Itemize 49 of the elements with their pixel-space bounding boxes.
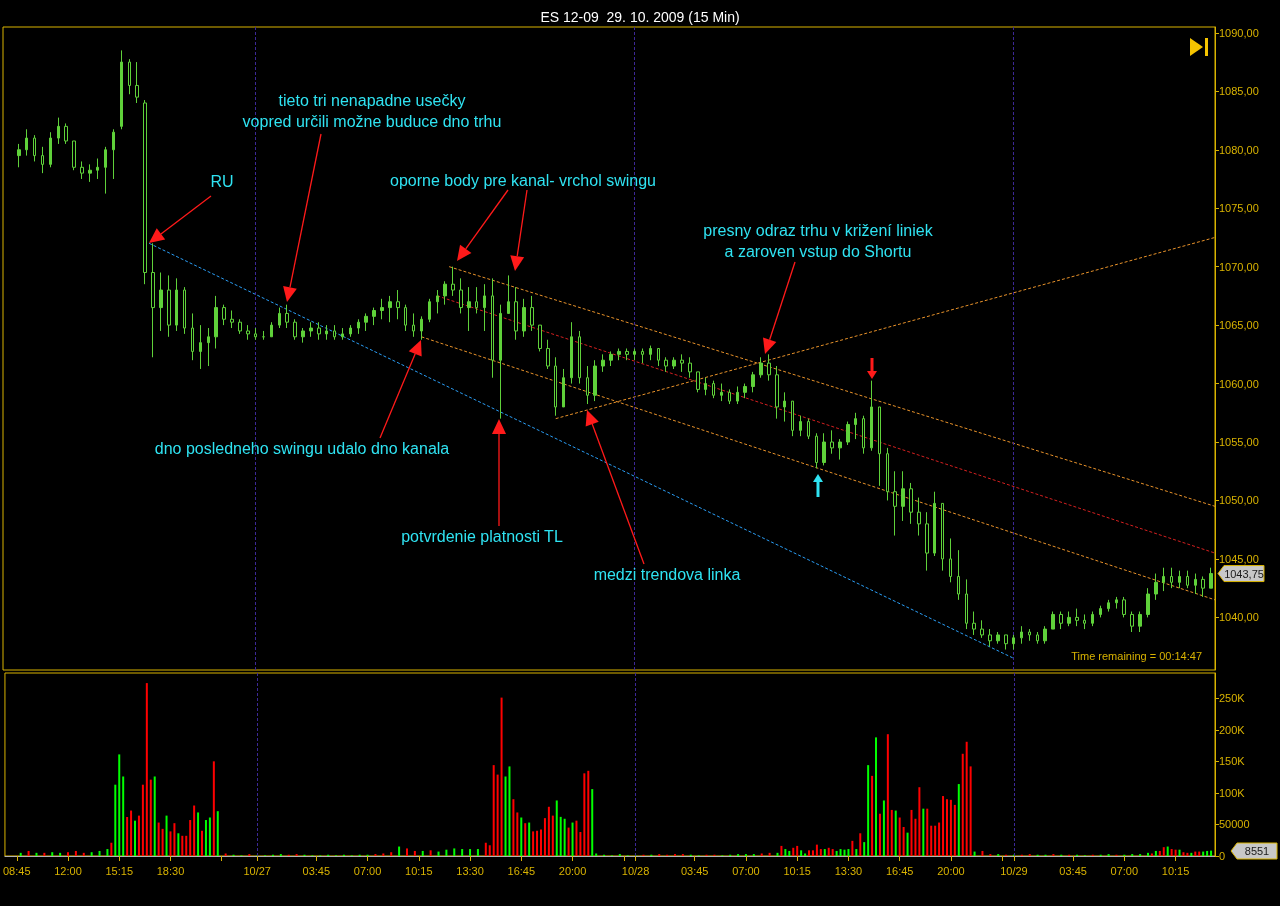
annotation: potvrdenie platnosti TL [401, 527, 563, 545]
x-tick-label: 07:00 [732, 864, 760, 877]
y-tick-label: 1045,00 [1219, 552, 1259, 565]
x-tick-label: 16:45 [507, 864, 536, 877]
x-tick-label: 10/27 [243, 864, 271, 877]
x-tick-label: 20:00 [937, 864, 965, 877]
y-tick-label: 1075,00 [1219, 202, 1259, 215]
annotation: medzi trendova linka [593, 565, 741, 583]
x-tick-label: 20:00 [558, 864, 587, 877]
y-tick-label: 200K [1219, 723, 1246, 736]
annotation: oporne body pre kanal- vrchol swingu [390, 171, 656, 189]
x-tick-label: 10:15 [405, 864, 433, 877]
annotation: RU [210, 172, 234, 190]
y-tick-label: 1080,00 [1219, 143, 1259, 156]
text: 8551 [1244, 845, 1270, 857]
x-tick-label: 08:45 [3, 864, 31, 877]
x-tick-label: 13:30 [456, 864, 484, 877]
y-tick-label: 1070,00 [1219, 260, 1259, 273]
x-tick-label: 12:00 [54, 864, 82, 877]
x-tick-label: 16:45 [885, 864, 914, 877]
y-tick-label: 1060,00 [1219, 377, 1259, 390]
x-tick-label: 03:45 [302, 864, 331, 877]
y-tick-label: 1040,00 [1219, 611, 1259, 624]
annotation: Time remaining = 00:14:47 [1071, 650, 1202, 662]
x-tick-label: 18:30 [156, 864, 185, 877]
x-tick-label: 10:15 [783, 864, 811, 877]
x-tick-label: 10:15 [1161, 864, 1190, 877]
y-tick-label: 1085,00 [1219, 85, 1259, 98]
x-tick-label: 07:00 [1110, 864, 1139, 877]
y-tick-label: 1065,00 [1219, 319, 1259, 332]
y-tick-label: 150K [1219, 755, 1246, 768]
y-tick-label: 50000 [1219, 818, 1250, 831]
y-tick-label: 100K [1219, 786, 1246, 799]
y-tick-label: 250K [1219, 692, 1246, 705]
annotation: tieto tri nenapadne usečky vopred určili možne buduce dno trhu [242, 92, 502, 130]
y-tick-label: 0 [1219, 850, 1226, 862]
x-tick-label: 15:15 [105, 864, 134, 877]
y-tick-label: 1055,00 [1219, 436, 1259, 449]
annotation: presny odraz trhu v križení liniek a zaroven vstup do Shortu [703, 222, 934, 260]
x-tick-label: 03:45 [680, 864, 709, 877]
x-tick-label: 13:30 [834, 864, 863, 877]
chart-title: ES 12-09 29. 10. 2009 (15 Min) [540, 9, 740, 25]
x-tick-label: 10/29 [1000, 864, 1028, 877]
annotation: dno posledneho swingu udalo dno kanala [154, 439, 450, 457]
x-tick-label: 10/28 [621, 864, 650, 877]
x-tick-label: 03:45 [1059, 864, 1087, 877]
y-tick-label: 1050,00 [1219, 494, 1259, 507]
x-tick-label: 07:00 [353, 864, 382, 877]
y-tick-label: 1090,00 [1219, 26, 1259, 39]
